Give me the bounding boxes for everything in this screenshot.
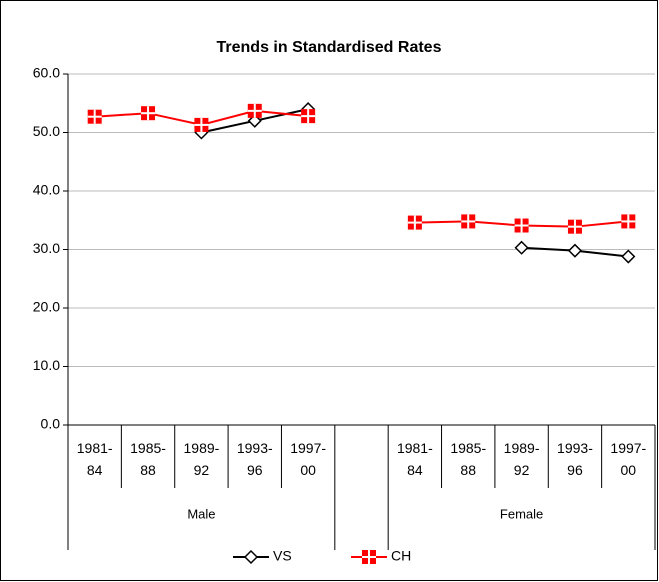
y-tick-label: 30.0	[33, 240, 60, 256]
diamond	[621, 249, 636, 264]
marker	[407, 215, 422, 230]
group-label: Female	[500, 506, 543, 521]
marker	[461, 214, 476, 229]
x-tick-label: 1985-88	[130, 440, 166, 478]
marker	[621, 249, 636, 264]
marker	[243, 549, 259, 565]
marker	[301, 109, 316, 124]
legend-label: CH	[391, 548, 411, 564]
x-tick-label: 1981-84	[396, 440, 433, 478]
x-tick-label: 1993-96	[236, 440, 273, 478]
x-tick-label: 1989-92	[183, 440, 220, 478]
diamond	[514, 240, 529, 255]
marker	[87, 109, 102, 124]
marker	[567, 243, 583, 258]
x-tick-label: 1997-00	[290, 440, 327, 478]
group-label: Male	[187, 506, 215, 521]
diamond	[243, 549, 259, 565]
marker	[141, 106, 156, 121]
marker	[514, 240, 529, 255]
y-tick-label: 10.0	[33, 357, 60, 373]
x-tick-label: 1989-92	[503, 440, 540, 478]
marker	[194, 117, 209, 132]
legend-label: VS	[273, 548, 292, 564]
x-tick-label: 1981-84	[76, 440, 113, 478]
y-tick-label: 60.0	[33, 65, 60, 81]
marker	[247, 103, 262, 118]
y-tick-label: 50.0	[33, 123, 60, 139]
marker	[621, 214, 636, 229]
x-tick-label: 1997-00	[610, 440, 647, 478]
y-tick-label: 20.0	[33, 299, 60, 315]
diamond	[567, 243, 583, 258]
marker	[514, 218, 529, 233]
marker	[567, 219, 582, 234]
y-tick-label: 0.0	[41, 416, 61, 432]
marker	[362, 550, 376, 564]
x-tick-label: 1993-96	[557, 440, 593, 478]
x-tick-label: 1985-88	[450, 440, 487, 478]
chart-title: Trends in Standardised Rates	[217, 39, 442, 56]
y-tick-label: 40.0	[33, 182, 60, 198]
